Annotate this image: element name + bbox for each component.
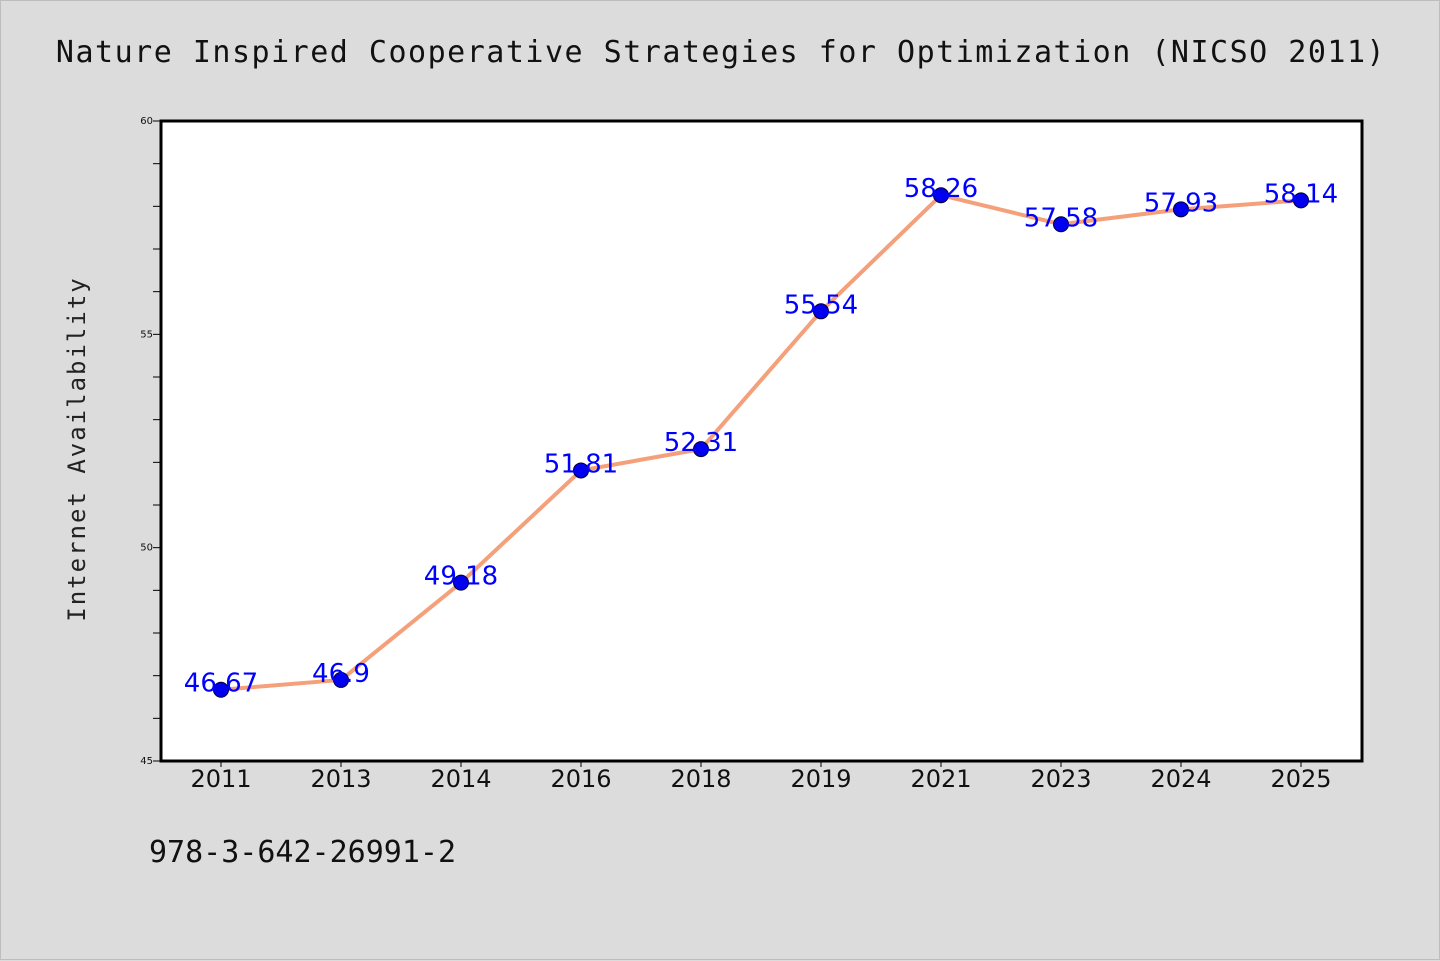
x-tick-label: 2021: [910, 765, 971, 793]
data-point: [333, 671, 349, 688]
data-point: [213, 681, 229, 698]
series-markers: [213, 187, 1309, 698]
data-label: 57.58: [1024, 203, 1098, 233]
y-tick-label: 55: [140, 329, 153, 340]
x-tick-label: 2018: [670, 765, 731, 793]
data-label: 52.31: [664, 428, 738, 458]
x-tick-label: 2025: [1270, 765, 1331, 793]
series-line: [220, 193, 1302, 692]
y-axis-label: Internet Availability: [63, 276, 91, 622]
x-tick-label: 2023: [1030, 765, 1091, 793]
data-label: 46.9: [312, 659, 370, 689]
isbn-footer-text: 978-3-642-26991-2: [149, 835, 457, 870]
data-label: 58.26: [904, 174, 978, 204]
data-label: 57.93: [1144, 188, 1218, 218]
chart-title: Nature Inspired Cooperative Strategies f…: [55, 35, 1387, 70]
data-label: 49.18: [424, 562, 498, 592]
data-point: [933, 187, 949, 204]
y-axis-ticks: 45 50 55 60: [140, 116, 161, 767]
y-tick-label: 50: [140, 543, 153, 554]
plot-area: [159, 119, 1364, 763]
x-tick-label: 2019: [790, 765, 851, 793]
data-point: [1053, 216, 1069, 233]
x-tick-label: 2016: [550, 765, 611, 793]
x-axis-ticks: 2011 2013 2014 2016 2018 2019 2021 2023 2024 2025: [190, 761, 1332, 793]
data-labels: 46.67 46.9 49.18 51.81 52.31 55.54 58.26 57.58 5…: [184, 174, 1338, 699]
data-label: 58.14: [1264, 179, 1338, 209]
data-label: 55.54: [784, 290, 858, 320]
y-tick-label: 60: [140, 116, 153, 127]
data-label: 46.67: [184, 669, 258, 699]
data-point: [693, 441, 709, 458]
x-tick-label: 2014: [430, 765, 491, 793]
data-label: 51.81: [544, 449, 618, 479]
y-tick-label: 45: [140, 756, 153, 767]
x-tick-label: 2011: [190, 765, 251, 793]
data-point: [453, 574, 469, 591]
data-point: [813, 303, 829, 320]
x-tick-label: 2024: [1150, 765, 1211, 793]
data-point: [573, 462, 589, 479]
data-point: [1173, 201, 1189, 218]
data-point: [1293, 192, 1309, 209]
x-tick-label: 2013: [310, 765, 371, 793]
series-line-group: [220, 193, 1302, 692]
